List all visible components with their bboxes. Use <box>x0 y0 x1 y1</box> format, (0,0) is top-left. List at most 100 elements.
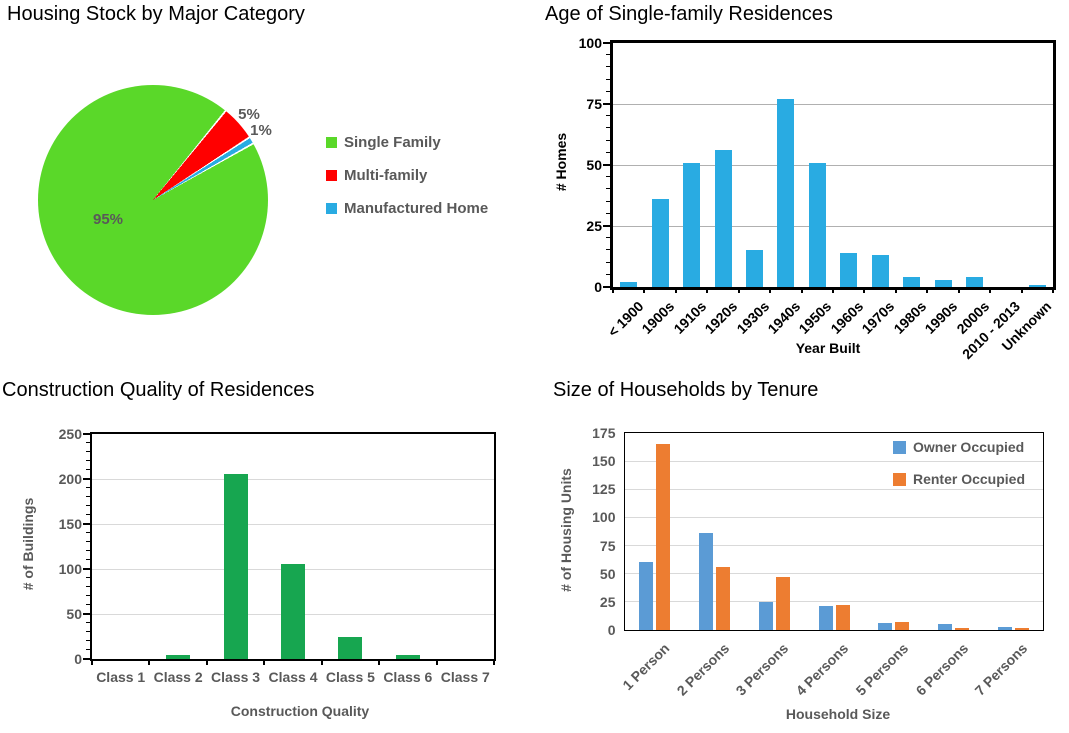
bar <box>338 637 363 659</box>
legend-item: Renter Occupied <box>892 471 1025 487</box>
plot-area: 0 25 50 75 100 < 1900 1900s 1910s 1920s 1930s 1940… <box>579 35 1056 362</box>
y-minor-tick <box>86 622 90 623</box>
x-tick-label: Class 3 <box>211 669 261 685</box>
x-tick <box>205 659 208 665</box>
y-minor-tick <box>86 631 90 632</box>
legend-swatch <box>326 137 337 148</box>
chart-title: Construction Quality of Residences <box>2 379 315 401</box>
bar <box>997 626 1012 630</box>
x-tick <box>957 287 960 293</box>
x-tick <box>263 659 266 665</box>
bar <box>699 533 714 630</box>
chart-title: Size of Households by Tenure <box>553 379 819 401</box>
bar <box>878 623 893 630</box>
chart-household-size-tenure: Size of Households by Tenure # of Housin… <box>535 370 1069 733</box>
y-tick-label: 100 <box>58 561 82 577</box>
y-minor-tick <box>606 66 610 68</box>
bar <box>895 622 910 630</box>
gridline <box>625 601 1043 603</box>
y-minor-tick <box>86 505 90 506</box>
y-major-tick <box>603 42 610 44</box>
y-minor-tick <box>86 469 90 470</box>
y-tick-label: 50 <box>66 606 82 622</box>
legend-label: Single Family <box>344 134 441 151</box>
legend-swatch <box>892 472 906 486</box>
x-tick <box>643 287 646 293</box>
y-minor-tick <box>86 640 90 641</box>
x-tick <box>894 287 897 293</box>
x-tick-label: 1930s <box>732 298 772 337</box>
y-minor-tick <box>606 212 610 214</box>
x-tick-label: 5 Persons <box>852 639 912 699</box>
x-tick-label: 6 Persons <box>912 639 971 699</box>
legend-label: Renter Occupied <box>912 471 1025 487</box>
y-major-tick <box>603 286 610 288</box>
y-tick-label: 100 <box>592 509 616 526</box>
y-minor-tick <box>606 54 610 56</box>
gridline <box>625 573 1043 575</box>
legend-label: Owner Occupied <box>912 439 1025 455</box>
chart-age-of-residences: Age of Single-family Residences # Homes … <box>535 0 1069 370</box>
bar <box>166 654 191 659</box>
bar <box>395 655 420 659</box>
x-tick-label: Class 6 <box>383 669 433 685</box>
bar <box>1014 627 1029 630</box>
gridline <box>613 164 1053 166</box>
y-tick-label: 75 <box>599 537 616 554</box>
y-major-tick <box>83 478 90 480</box>
y-major-tick <box>83 433 90 435</box>
y-tick-label: 50 <box>599 565 616 582</box>
y-major-tick <box>83 613 90 615</box>
x-tick <box>612 287 614 293</box>
bar <box>683 162 701 287</box>
y-minor-tick <box>606 273 610 275</box>
x-tick <box>926 287 929 293</box>
legend-label: Manufactured Home <box>344 200 489 217</box>
bar <box>777 99 795 287</box>
x-tick-label: 4 Persons <box>792 639 852 699</box>
y-minor-tick <box>86 487 90 488</box>
plot-area: Owner Occupied Renter Occupied 0 25 50 75 100… <box>592 425 1044 698</box>
bar <box>639 562 654 630</box>
y-minor-tick <box>86 649 90 650</box>
y-major-tick <box>83 658 90 660</box>
x-axis-title: Construction Quality <box>230 703 370 719</box>
y-axis-title: # of Buildings <box>20 497 36 591</box>
bar <box>1028 284 1046 287</box>
x-tick-label: Class 1 <box>96 669 146 685</box>
y-minor-tick <box>86 604 90 605</box>
gridline <box>625 460 1043 462</box>
gridline <box>613 225 1053 227</box>
x-tick-label: Class 4 <box>268 669 318 685</box>
legend-label: Multi-family <box>344 167 428 184</box>
bar <box>818 606 833 630</box>
y-tick-label: 75 <box>586 96 602 112</box>
y-major-tick <box>603 164 610 166</box>
x-tick-label: 1960s <box>827 298 867 337</box>
y-tick-label: 250 <box>58 426 82 442</box>
legend-item: Multi-family <box>326 167 488 184</box>
gridline <box>613 103 1053 105</box>
tenure-legend: Owner Occupied Renter Occupied <box>892 439 1025 487</box>
bar <box>937 624 952 630</box>
y-minor-tick <box>86 586 90 587</box>
x-tick <box>91 659 93 665</box>
x-tick-label: Class 2 <box>153 669 203 685</box>
gridline <box>625 516 1043 518</box>
x-tick-label: 1970s <box>858 298 898 337</box>
bar <box>903 277 921 287</box>
y-major-tick <box>603 103 610 105</box>
x-tick <box>1052 287 1054 293</box>
bar <box>934 279 952 287</box>
x-tick <box>674 287 677 293</box>
x-tick-label: 1940s <box>764 298 804 337</box>
x-tick-label: < 1900 <box>604 298 647 340</box>
y-major-tick <box>83 523 90 525</box>
y-tick-label: 0 <box>607 622 616 638</box>
y-minor-tick <box>86 550 90 551</box>
pie-chart <box>38 85 268 315</box>
x-tick <box>320 659 323 665</box>
y-minor-tick <box>606 151 610 153</box>
y-minor-tick <box>606 249 610 251</box>
